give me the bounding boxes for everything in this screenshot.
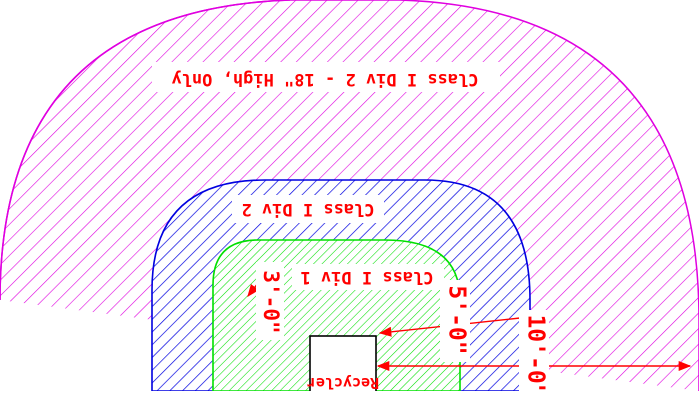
dimension-label-middle: 5'-0" xyxy=(444,285,470,354)
dimension-label-outer: 10'-0" xyxy=(523,314,549,391)
zone-labels: Class I Div 2 - 18" High, Only Class I D… xyxy=(152,62,500,290)
zone-label-inner: Class I Div 1 xyxy=(300,267,433,287)
zone-label-middle: Class I Div 2 xyxy=(241,199,374,219)
equipment-recycler: Recycler xyxy=(307,335,379,393)
dimension-labels: 3'-0" 5'-0" 10'-0" xyxy=(256,262,549,396)
equipment-label: Recycler xyxy=(307,374,379,391)
zone-label-outer: Class I Div 2 - 18" High, Only xyxy=(171,69,478,89)
dimension-label-inner: 3'-0" xyxy=(259,270,283,333)
